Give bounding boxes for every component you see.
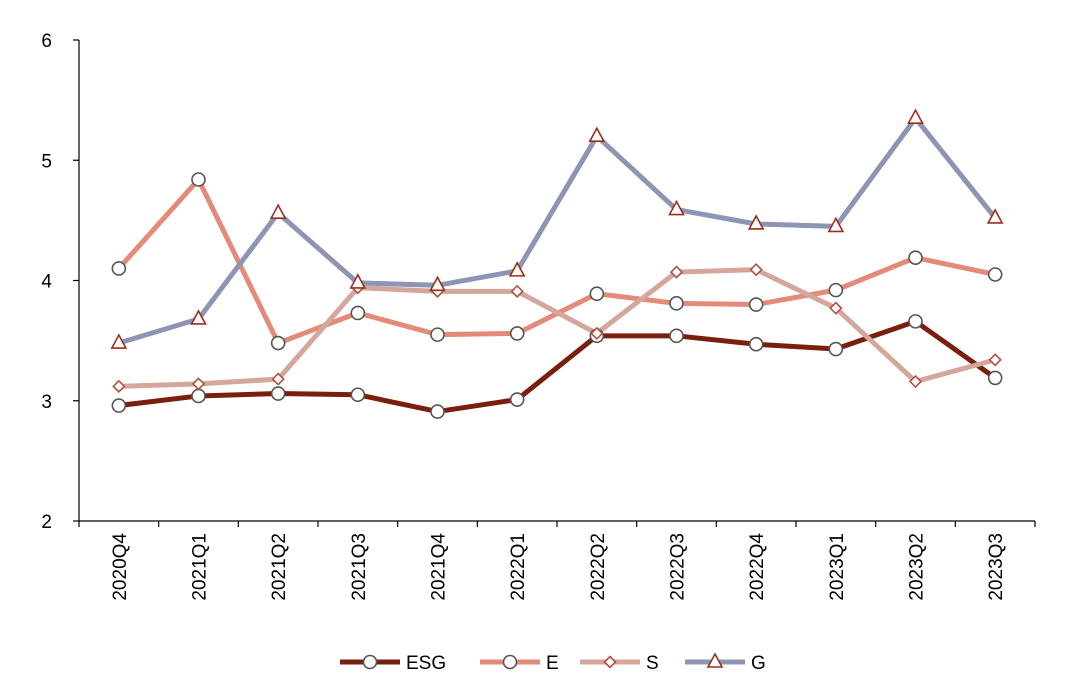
y-tick-label: 5: [41, 151, 52, 172]
data-point-g: [986, 208, 1004, 224]
data-point-g: [429, 275, 446, 292]
y-tick-label: 2: [41, 512, 52, 533]
legend-item-g: G: [685, 652, 766, 674]
data-point-e: [509, 326, 525, 341]
data-point-e: [748, 297, 764, 312]
legend-marker-s: [603, 655, 617, 669]
data-point-g: [190, 309, 207, 325]
data-point-esg: [669, 328, 684, 344]
legend: ESG E S G: [340, 652, 766, 674]
data-point-s: [749, 263, 763, 277]
legend-label-e: E: [546, 653, 559, 674]
x-tick-label: 2020Q4: [110, 533, 131, 601]
x-tick-label: 2021Q1: [190, 533, 211, 601]
data-point-s: [908, 374, 923, 389]
series-markers: [110, 108, 1004, 419]
x-tick-label: 2023Q3: [986, 533, 1007, 601]
data-point-e: [350, 305, 366, 321]
x-tick-label: 2021Q4: [429, 533, 450, 601]
y-tick-label: 3: [41, 392, 52, 413]
legend-label-g: G: [751, 653, 766, 674]
axes: [78, 40, 1035, 522]
x-tick-label: 2022Q4: [747, 533, 768, 601]
data-point-e: [589, 286, 605, 302]
legend-marker-g: [706, 652, 724, 668]
data-point-g: [907, 108, 924, 124]
data-point-g: [827, 216, 845, 233]
data-point-esg: [828, 341, 844, 357]
legend-item-e: E: [480, 653, 559, 674]
data-point-esg: [748, 336, 764, 352]
data-point-e: [987, 267, 1003, 282]
data-point-s: [271, 372, 285, 386]
data-point-esg: [509, 392, 525, 407]
x-tick-label: 2023Q2: [907, 533, 928, 601]
legend-label-s: S: [646, 653, 659, 674]
data-point-e: [908, 250, 923, 265]
legend-item-s: S: [580, 653, 659, 674]
data-point-g: [508, 261, 526, 277]
series-lines: [116, 115, 998, 415]
series-line-s: [116, 267, 998, 389]
data-point-esg: [270, 386, 286, 401]
legend-marker-esg: [362, 654, 378, 670]
y-tick-label: 4: [41, 272, 52, 293]
data-point-esg: [350, 387, 366, 403]
data-point-e: [111, 261, 127, 276]
data-point-s: [988, 353, 1002, 367]
data-point-g: [269, 203, 287, 219]
data-point-esg: [430, 404, 445, 419]
data-point-e: [430, 327, 445, 342]
x-tick-label: 2022Q1: [508, 533, 529, 601]
data-point-s: [829, 301, 843, 315]
x-axis-ticks: 2020Q4 2021Q1 2021Q2 2021Q3 2021Q4 2022Q1 2022…: [78, 521, 1036, 601]
data-point-g: [668, 199, 685, 216]
data-point-g: [588, 126, 606, 142]
series-line-g: [116, 115, 998, 346]
data-point-e: [669, 296, 684, 311]
data-point-esg: [111, 398, 127, 413]
series-line-esg: [116, 318, 998, 415]
legend-label-esg: ESG: [406, 653, 446, 674]
data-point-g: [110, 333, 128, 349]
data-point-s: [590, 326, 604, 341]
x-tick-label: 2021Q3: [349, 533, 370, 601]
data-point-s: [112, 379, 126, 393]
data-point-g: [747, 214, 765, 230]
y-tick-label: 6: [41, 31, 52, 52]
data-point-s: [510, 284, 524, 298]
legend-marker-e: [502, 654, 518, 670]
data-point-esg: [191, 388, 206, 404]
data-point-e: [191, 172, 206, 187]
data-point-g: [349, 273, 367, 289]
x-tick-label: 2022Q3: [668, 533, 689, 601]
legend-item-esg: ESG: [340, 653, 446, 674]
data-point-s: [669, 265, 684, 279]
x-tick-label: 2023Q1: [827, 533, 848, 601]
x-tick-label: 2021Q2: [269, 533, 290, 601]
data-point-esg: [908, 314, 923, 329]
data-point-e: [270, 335, 286, 351]
y-axis-ticks: 2 3 4 5 6: [41, 31, 79, 533]
x-tick-label: 2022Q2: [588, 533, 609, 601]
data-point-s: [191, 377, 206, 391]
data-point-esg: [987, 370, 1003, 386]
data-point-e: [828, 282, 844, 298]
